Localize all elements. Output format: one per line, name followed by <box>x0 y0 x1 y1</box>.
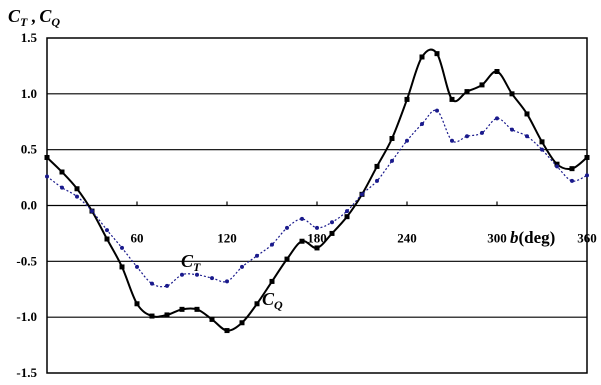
data-point-cq <box>509 91 515 97</box>
data-point-ct <box>330 220 334 225</box>
data-point-ct <box>135 264 139 269</box>
data-point-cq <box>569 166 575 172</box>
data-point-cq <box>164 312 170 318</box>
data-point-cq <box>284 256 290 262</box>
data-point-ct <box>195 272 199 277</box>
data-point-ct <box>270 242 274 247</box>
data-point-ct <box>225 279 229 284</box>
data-point-ct <box>360 192 364 197</box>
data-point-ct <box>285 225 289 230</box>
data-point-cq <box>209 316 215 322</box>
data-point-ct <box>300 216 304 221</box>
data-point-cq <box>524 111 530 117</box>
y-axis-ticks: 1.5 1.0 0.5 0.0 -0.5 -1.0 -1.5 <box>16 30 37 380</box>
data-point-ct <box>345 209 349 214</box>
data-point-ct <box>390 158 394 163</box>
data-point-ct <box>150 281 154 286</box>
y-tick-label: 0.5 <box>21 142 38 157</box>
data-point-ct <box>180 272 184 277</box>
data-point-ct <box>570 178 574 183</box>
data-point-ct <box>450 138 454 143</box>
data-point-cq <box>74 186 80 192</box>
data-point-ct <box>465 134 469 139</box>
data-point-cq <box>374 163 380 169</box>
data-point-cq <box>239 320 245 326</box>
data-point-cq <box>389 136 395 141</box>
data-point-cq <box>299 238 305 244</box>
x-tick-label: 120 <box>217 231 237 246</box>
data-point-cq <box>539 139 545 145</box>
data-point-ct <box>480 130 484 135</box>
data-point-ct <box>435 108 439 113</box>
data-point-cq <box>134 301 140 307</box>
data-point-cq <box>254 301 260 307</box>
data-point-ct <box>525 134 529 139</box>
data-point-ct <box>90 209 94 214</box>
y-tick-label: 1.5 <box>21 30 38 45</box>
y-tick-label: -0.5 <box>16 253 37 268</box>
x-tick-label: 360 <box>577 231 597 246</box>
data-point-cq <box>344 214 350 220</box>
data-point-ct <box>240 264 244 269</box>
data-point-cq <box>179 306 185 312</box>
series-group <box>44 48 590 334</box>
data-point-cq <box>44 154 50 160</box>
x-axis-label: b(deg) <box>510 228 555 247</box>
y-tick-label: 1.0 <box>21 86 37 101</box>
data-point-cq <box>269 278 275 284</box>
data-point-cq <box>149 313 155 319</box>
data-point-ct <box>105 228 109 233</box>
data-point-cq <box>104 236 110 242</box>
data-point-cq <box>329 230 335 236</box>
data-point-ct <box>510 127 514 132</box>
data-point-ct <box>495 116 499 121</box>
series-line-cq <box>46 48 588 332</box>
data-point-cq <box>224 328 230 334</box>
x-axis-ticks: 60 120 180 240 300 360 <box>131 201 597 246</box>
data-point-ct <box>165 283 169 288</box>
x-tick-label: 60 <box>131 231 144 246</box>
data-point-cq <box>494 69 500 74</box>
series-label-ct: CT <box>181 251 201 274</box>
data-point-cq <box>449 96 455 102</box>
data-point-cq <box>314 245 320 251</box>
data-point-ct <box>375 178 379 183</box>
data-point-cq <box>584 154 590 160</box>
x-tick-label: 180 <box>307 231 327 246</box>
data-point-ct <box>585 173 589 178</box>
x-tick-label: 300 <box>487 231 507 246</box>
x-tick-label: 240 <box>397 231 417 246</box>
series-line-ct <box>46 109 588 288</box>
data-point-ct <box>420 121 424 126</box>
data-point-cq <box>479 82 485 88</box>
data-point-cq <box>464 89 470 95</box>
data-point-ct <box>405 138 409 143</box>
data-point-ct <box>75 194 79 199</box>
data-point-ct <box>60 185 64 190</box>
y-tick-label: -1.0 <box>16 309 37 324</box>
data-point-ct <box>555 164 559 169</box>
data-point-ct <box>120 245 124 250</box>
data-point-ct <box>255 253 259 258</box>
data-point-cq <box>194 306 200 312</box>
y-tick-label: -1.5 <box>16 365 37 380</box>
data-point-cq <box>434 51 440 57</box>
data-point-ct <box>315 225 319 230</box>
data-point-ct <box>45 174 49 179</box>
data-point-cq <box>404 96 410 102</box>
y-axis-label: CT , CQ <box>8 6 60 29</box>
data-point-cq <box>59 169 65 175</box>
data-point-cq <box>119 264 125 270</box>
series-label-cq: CQ <box>262 289 283 312</box>
data-point-ct <box>540 147 544 152</box>
data-point-cq <box>419 54 425 60</box>
data-point-ct <box>210 276 214 281</box>
y-tick-label: 0.0 <box>21 198 37 213</box>
data-point-cq <box>554 161 560 167</box>
